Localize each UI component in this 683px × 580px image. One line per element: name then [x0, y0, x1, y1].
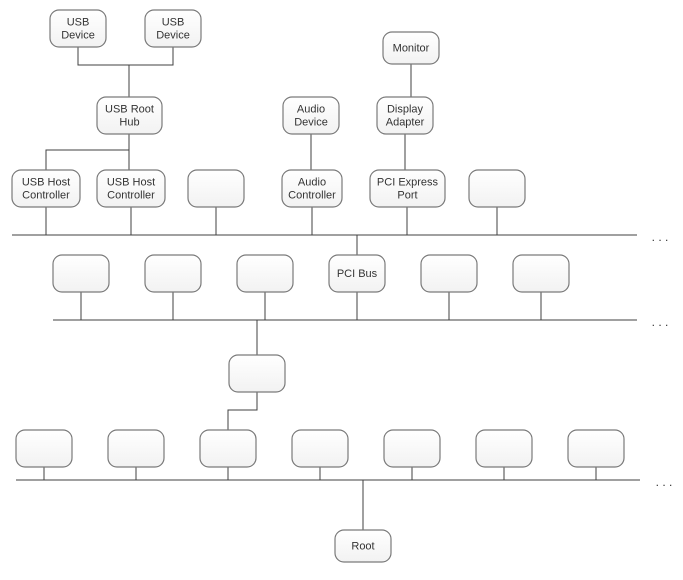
edge [129, 47, 173, 97]
node-label: Port [397, 189, 417, 201]
node-usbhost2: USB HostController [97, 170, 165, 207]
ellipsis: . . . [656, 475, 673, 489]
node-r4b3 [200, 430, 256, 467]
node-label: Hub [119, 116, 139, 128]
node-label: Audio [297, 103, 325, 115]
node-label: USB Host [107, 176, 155, 188]
node-r2b1 [53, 255, 109, 292]
node-label: USB [162, 16, 185, 28]
node-usbdev1: USBDevice [50, 10, 106, 47]
node-label: PCI Express [377, 176, 439, 188]
node-label: USB Host [22, 176, 70, 188]
node-label: Device [294, 116, 328, 128]
node-label: USB Root [105, 103, 154, 115]
node-r4b6 [476, 430, 532, 467]
node-r3b1 [229, 355, 285, 392]
node-audioctl: AudioController [282, 170, 342, 207]
node-r2b5 [421, 255, 477, 292]
node-label: Device [61, 29, 95, 41]
node-r4b5 [384, 430, 440, 467]
node-root: Root [335, 530, 391, 562]
node-label: Display [387, 103, 424, 115]
node-r2b2 [145, 255, 201, 292]
node-pciexp: PCI ExpressPort [370, 170, 445, 207]
node-dispadpt: DisplayAdapter [377, 97, 433, 134]
node-r2b6 [513, 255, 569, 292]
device-tree-diagram: USBDeviceUSBDeviceMonitorUSB RootHubAudi… [0, 0, 683, 580]
node-label: Controller [22, 189, 70, 201]
node-r2b3 [237, 255, 293, 292]
node-usbhub: USB RootHub [97, 97, 162, 134]
edge [46, 134, 129, 170]
node-label: Controller [107, 189, 155, 201]
node-label: PCI Bus [337, 268, 378, 280]
node-label: Audio [298, 176, 326, 188]
node-usbhost1: USB HostController [12, 170, 80, 207]
node-label: USB [67, 16, 90, 28]
node-r4b4 [292, 430, 348, 467]
node-label: Adapter [386, 116, 425, 128]
node-label: Root [351, 540, 374, 552]
node-r4b7 [568, 430, 624, 467]
node-usbdev2: USBDevice [145, 10, 201, 47]
edge [78, 47, 129, 97]
edge [228, 392, 257, 430]
node-label: Controller [288, 189, 336, 201]
ellipsis: . . . [652, 315, 669, 329]
ellipsis: . . . [652, 230, 669, 244]
node-r4b1 [16, 430, 72, 467]
node-label: Monitor [393, 42, 430, 54]
node-r1b6 [469, 170, 525, 207]
node-pcibus: PCI Bus [329, 255, 385, 292]
node-label: Device [156, 29, 190, 41]
node-audiodev: AudioDevice [283, 97, 339, 134]
node-r4b2 [108, 430, 164, 467]
node-monitor: Monitor [383, 32, 439, 64]
node-r1b3 [188, 170, 244, 207]
